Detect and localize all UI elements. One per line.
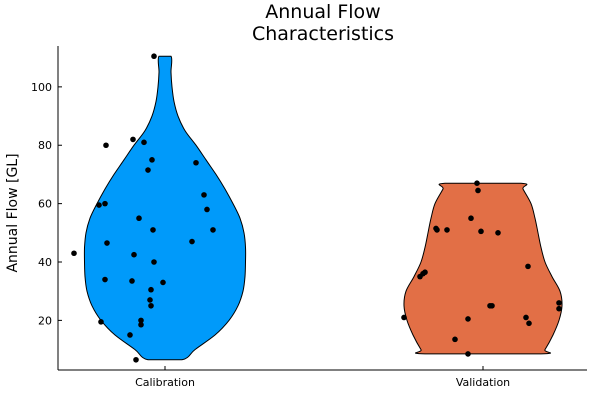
- data-point-validation: [452, 336, 458, 343]
- data-point-validation: [465, 351, 471, 357]
- data-point-calibration: [210, 227, 216, 233]
- data-point-validation: [444, 227, 450, 233]
- data-point-validation: [556, 300, 562, 306]
- data-point-calibration: [127, 332, 133, 338]
- data-point-calibration: [151, 53, 157, 60]
- data-point-calibration: [131, 251, 137, 258]
- points-layer: [71, 53, 562, 363]
- y-tick-label: 80: [38, 139, 52, 152]
- data-point-calibration: [148, 302, 154, 309]
- y-ticks: 20 40 60 80 100: [31, 81, 62, 327]
- data-point-calibration: [71, 250, 77, 257]
- data-point-calibration: [96, 202, 102, 208]
- data-point-validation: [434, 227, 440, 233]
- x-tick-label-validation: Validation: [456, 376, 510, 389]
- data-point-calibration: [147, 297, 153, 303]
- data-point-calibration: [133, 356, 139, 363]
- data-point-calibration: [141, 139, 147, 146]
- y-tick-label: 60: [38, 198, 52, 211]
- data-point-calibration: [151, 259, 157, 265]
- y-tick-label: 100: [31, 81, 52, 94]
- data-point-calibration: [204, 206, 210, 213]
- data-point-validation: [525, 263, 531, 270]
- data-point-calibration: [129, 278, 135, 284]
- data-point-calibration: [102, 276, 108, 283]
- data-point-calibration: [160, 279, 166, 286]
- data-point-calibration: [193, 159, 199, 166]
- data-point-calibration: [138, 321, 144, 328]
- x-ticks: Calibration Validation: [135, 366, 510, 389]
- violin-calibration: [83, 55, 247, 361]
- data-point-calibration: [148, 286, 154, 293]
- chart-title-line-1: Annual Flow: [265, 1, 380, 23]
- data-point-calibration: [98, 319, 104, 325]
- data-point-validation: [556, 305, 562, 312]
- y-axis-label: Annual Flow [GL]: [5, 153, 21, 272]
- data-point-validation: [401, 314, 407, 321]
- data-point-calibration: [189, 238, 195, 245]
- violin-validation: [403, 182, 563, 355]
- data-point-validation: [487, 302, 493, 309]
- violin-layer: [83, 55, 563, 361]
- data-point-calibration: [145, 167, 151, 173]
- data-point-calibration: [130, 136, 136, 143]
- data-point-calibration: [201, 192, 207, 198]
- data-point-calibration: [104, 240, 110, 246]
- data-point-validation: [478, 228, 484, 235]
- chart-title-line-2: Characteristics: [252, 23, 394, 45]
- data-point-validation: [475, 187, 481, 194]
- x-tick-label-calibration: Calibration: [135, 376, 195, 389]
- data-point-validation: [495, 230, 501, 236]
- y-tick-label: 40: [38, 256, 52, 269]
- data-point-calibration: [150, 227, 156, 233]
- data-point-validation: [465, 316, 471, 322]
- data-point-calibration: [149, 157, 155, 163]
- data-point-calibration: [136, 215, 142, 222]
- data-point-validation: [526, 320, 532, 327]
- data-point-calibration: [102, 200, 108, 207]
- y-tick-label: 20: [38, 314, 52, 327]
- data-point-validation: [420, 270, 426, 277]
- data-point-calibration: [138, 317, 144, 324]
- data-point-validation: [468, 215, 474, 222]
- data-point-validation: [474, 180, 480, 186]
- data-point-validation: [523, 314, 529, 321]
- data-point-calibration: [103, 142, 109, 149]
